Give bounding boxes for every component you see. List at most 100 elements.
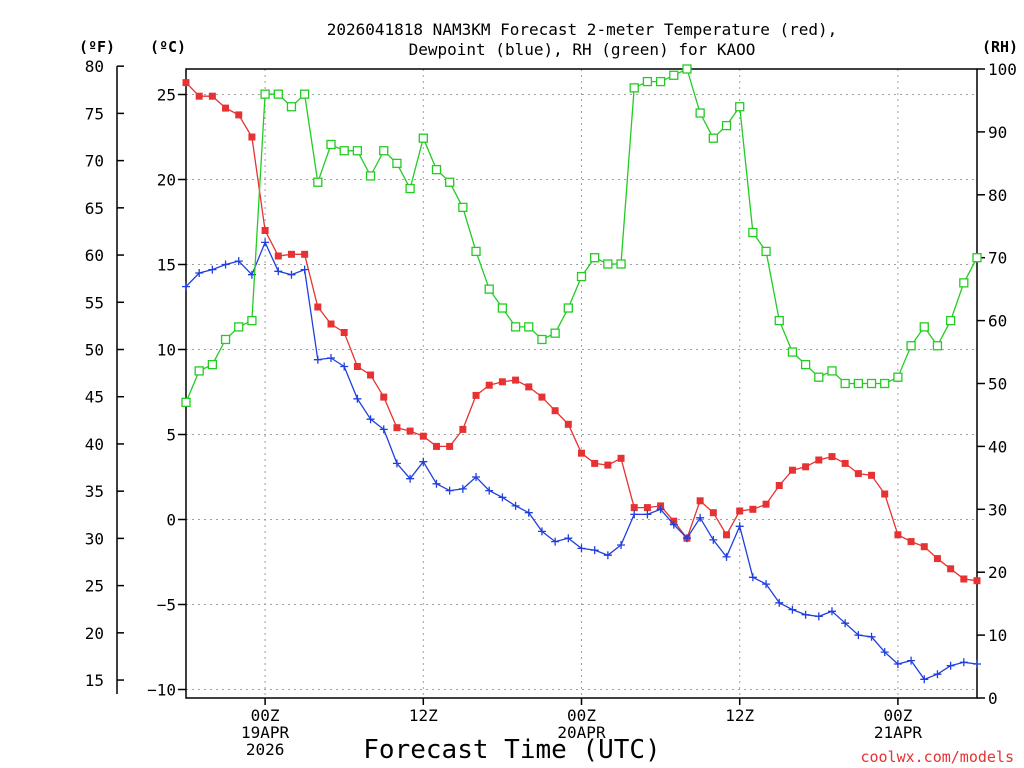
x-tick-label: 00Z xyxy=(883,706,912,725)
rh-point xyxy=(576,271,587,282)
rh-point xyxy=(445,177,455,187)
rh-point xyxy=(260,89,270,99)
rh-point xyxy=(524,322,534,332)
celsius-tick-label: 5 xyxy=(166,426,176,445)
celsius-tick-label: −10 xyxy=(147,681,176,700)
celsius-unit-label: (ºC) xyxy=(150,38,186,56)
rh-point xyxy=(510,322,521,332)
2-meter-temperature-point xyxy=(736,507,744,515)
x-tick-label: 20APR xyxy=(557,723,606,742)
rh-point xyxy=(458,202,468,213)
dewpoint-point xyxy=(537,527,546,536)
fahrenheit-tick-label: 55 xyxy=(85,293,104,312)
x-axis-title: Forecast Time (UTC) xyxy=(363,735,660,765)
dewpoint-point xyxy=(735,522,744,531)
2-meter-temperature-point xyxy=(367,371,375,379)
rh-point xyxy=(814,372,824,382)
dewpoint-point xyxy=(392,459,401,468)
rh-point xyxy=(642,76,653,87)
rh-point xyxy=(787,347,798,357)
credit-text: coolwx.com/models xyxy=(860,748,1014,766)
rh-point xyxy=(273,89,283,99)
rh-point xyxy=(537,334,547,345)
rh-tick-label: 100 xyxy=(988,60,1017,79)
fahrenheit-tick-label: 75 xyxy=(85,104,104,123)
dewpoint-point xyxy=(762,580,771,589)
rh-point xyxy=(735,102,745,112)
tick-labels: 80757065605550454035302520152520151050−5… xyxy=(85,57,1017,759)
2-meter-temperature-point xyxy=(960,575,968,583)
fahrenheit-tick-label: 45 xyxy=(85,388,104,407)
series-lines xyxy=(181,64,982,684)
rh-point xyxy=(392,158,402,169)
2-meter-temperature-point xyxy=(762,500,770,508)
rh-point xyxy=(352,146,363,156)
dewpoint-point xyxy=(564,534,573,543)
celsius-tick-label: 10 xyxy=(157,341,176,360)
2-meter-temperature-point xyxy=(380,393,388,401)
rh-tick-label: 20 xyxy=(988,563,1007,582)
rh-point xyxy=(906,341,916,351)
fahrenheit-tick-label: 80 xyxy=(85,57,104,76)
rh-point xyxy=(774,315,784,326)
dewpoint-point xyxy=(274,267,283,276)
2-meter-temperature-point xyxy=(406,427,414,435)
fahrenheit-tick-label: 30 xyxy=(85,529,104,548)
dewpoint-point xyxy=(656,505,665,514)
2-meter-temperature-line xyxy=(185,82,978,582)
dewpoint-point xyxy=(867,632,876,641)
rh-tick-label: 80 xyxy=(988,186,1007,205)
dewpoint-point xyxy=(788,605,797,614)
celsius-tick-label: 25 xyxy=(157,86,176,105)
2-meter-temperature-point xyxy=(591,459,599,467)
2-meter-temperature-point xyxy=(578,449,585,457)
rh-point xyxy=(616,259,626,269)
dewpoint-point xyxy=(208,265,217,274)
2-meter-temperature-point xyxy=(894,531,902,539)
rh-point xyxy=(748,227,758,238)
celsius-tick-label: 20 xyxy=(157,171,176,190)
rh-point xyxy=(721,120,732,131)
fahrenheit-tick-label: 65 xyxy=(85,199,104,218)
rh-point xyxy=(313,177,323,187)
dewpoint-point xyxy=(419,457,428,466)
rh-tick-label: 60 xyxy=(988,312,1007,331)
dewpoint-point xyxy=(920,675,929,684)
dewpoint-point xyxy=(827,607,836,616)
fahrenheit-tick-label: 70 xyxy=(85,152,104,171)
2-meter-temperature-point xyxy=(604,461,612,469)
2-meter-temperature-point xyxy=(512,376,520,384)
x-tick-label: 2026 xyxy=(246,740,285,759)
rh-point xyxy=(405,183,415,194)
dewpoint-point xyxy=(959,658,968,667)
2-meter-temperature-point xyxy=(802,463,810,471)
dewpoint-point xyxy=(195,269,204,277)
2-meter-temperature-point xyxy=(854,470,862,478)
2-meter-temperature-point xyxy=(525,383,533,391)
2-meter-temperature-point xyxy=(564,420,572,428)
rh-point xyxy=(286,102,297,112)
rh-point xyxy=(497,303,508,313)
dewpoint-point xyxy=(406,474,415,483)
rh-point xyxy=(708,133,718,143)
dewpoint-point xyxy=(432,479,441,488)
rh-point xyxy=(220,334,231,345)
dewpoint-point xyxy=(603,551,612,560)
celsius-tick-label: −5 xyxy=(157,596,176,615)
dewpoint-point xyxy=(880,648,889,657)
dewpoint-point xyxy=(353,394,362,403)
rh-point xyxy=(853,378,863,389)
rh-tick-label: 70 xyxy=(988,249,1007,268)
dewpoint-point xyxy=(234,257,243,266)
dewpoint-point xyxy=(643,510,652,519)
2-meter-temperature-point xyxy=(485,381,493,389)
fahrenheit-tick-label: 60 xyxy=(85,246,104,265)
rh-point xyxy=(234,322,244,332)
2-meter-temperature-point xyxy=(393,424,401,432)
rh-point xyxy=(866,378,877,389)
2-meter-temperature-point xyxy=(274,252,282,260)
2-meter-temperature-point xyxy=(749,505,757,513)
dewpoint-point xyxy=(498,493,507,502)
rh-point xyxy=(181,397,191,408)
